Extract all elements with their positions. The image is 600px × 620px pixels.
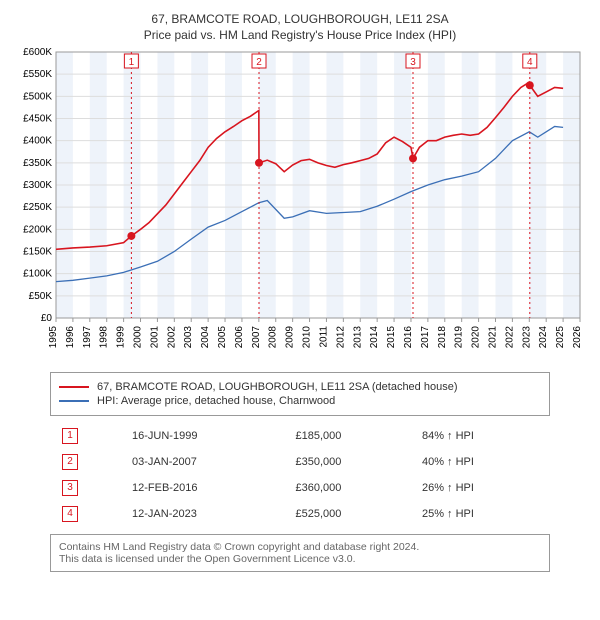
svg-text:2002: 2002	[166, 326, 177, 349]
svg-text:£50K: £50K	[29, 291, 53, 302]
svg-text:2020: 2020	[471, 326, 482, 349]
page-title-address: 67, BRAMCOTE ROAD, LOUGHBOROUGH, LE11 2S…	[10, 12, 590, 26]
sale-delta: 40% ↑ HPI	[412, 450, 548, 474]
svg-text:2014: 2014	[369, 326, 380, 349]
svg-text:2000: 2000	[133, 326, 144, 349]
sales-table: 1 16-JUN-1999£185,00084% ↑ HPI 2 03-JAN-200…	[50, 422, 550, 528]
svg-text:2016: 2016	[403, 326, 414, 349]
svg-text:£200K: £200K	[23, 224, 52, 235]
sale-date: 12-FEB-2016	[122, 476, 283, 500]
sale-price: £350,000	[285, 450, 410, 474]
svg-text:2008: 2008	[268, 326, 279, 349]
sale-delta: 25% ↑ HPI	[412, 502, 548, 526]
svg-text:2018: 2018	[437, 326, 448, 349]
svg-text:2007: 2007	[251, 326, 262, 349]
svg-text:2009: 2009	[285, 326, 296, 349]
sale-price: £185,000	[285, 424, 410, 448]
svg-text:1995: 1995	[48, 326, 59, 349]
legend-label: HPI: Average price, detached house, Char…	[97, 395, 335, 407]
svg-text:4: 4	[527, 57, 533, 68]
svg-text:2017: 2017	[420, 326, 431, 349]
sale-delta: 84% ↑ HPI	[412, 424, 548, 448]
svg-text:£500K: £500K	[23, 91, 52, 102]
footer-line-2: This data is licensed under the Open Gov…	[59, 553, 541, 565]
sale-date: 03-JAN-2007	[122, 450, 283, 474]
legend-item: HPI: Average price, detached house, Char…	[59, 395, 541, 407]
svg-text:2010: 2010	[302, 326, 313, 349]
svg-text:2005: 2005	[217, 326, 228, 349]
svg-text:£250K: £250K	[23, 202, 52, 213]
svg-text:£100K: £100K	[23, 269, 52, 280]
svg-text:2025: 2025	[555, 326, 566, 349]
svg-text:£300K: £300K	[23, 180, 52, 191]
sale-delta: 26% ↑ HPI	[412, 476, 548, 500]
svg-text:2015: 2015	[386, 326, 397, 349]
page-title-sub: Price paid vs. HM Land Registry's House …	[10, 28, 590, 42]
svg-text:1: 1	[129, 57, 135, 68]
sale-price: £360,000	[285, 476, 410, 500]
price-chart: £0 £50K £100K £150K £200K £250K £300K £350K £400…	[10, 44, 590, 364]
legend-label: 67, BRAMCOTE ROAD, LOUGHBOROUGH, LE11 2S…	[97, 381, 458, 393]
svg-text:2003: 2003	[183, 326, 194, 349]
table-row: 4 12-JAN-2023£525,00025% ↑ HPI	[52, 502, 548, 526]
svg-text:2024: 2024	[538, 326, 549, 349]
svg-text:2012: 2012	[335, 326, 346, 349]
svg-text:3: 3	[410, 57, 416, 68]
svg-text:2: 2	[256, 57, 262, 68]
svg-text:2023: 2023	[521, 326, 532, 349]
sale-price: £525,000	[285, 502, 410, 526]
sale-marker-icon: 3	[62, 480, 78, 496]
sale-marker-icon: 4	[62, 506, 78, 522]
table-row: 3 12-FEB-2016£360,00026% ↑ HPI	[52, 476, 548, 500]
table-row: 2 03-JAN-2007£350,00040% ↑ HPI	[52, 450, 548, 474]
svg-text:2013: 2013	[352, 326, 363, 349]
svg-text:2022: 2022	[504, 326, 515, 349]
svg-text:1997: 1997	[82, 326, 93, 349]
svg-text:2026: 2026	[572, 326, 583, 349]
svg-text:2011: 2011	[318, 326, 329, 348]
table-row: 1 16-JUN-1999£185,00084% ↑ HPI	[52, 424, 548, 448]
sale-date: 16-JUN-1999	[122, 424, 283, 448]
svg-text:£0: £0	[41, 313, 53, 324]
svg-text:2004: 2004	[200, 326, 211, 349]
svg-text:£150K: £150K	[23, 247, 52, 258]
footer-line-1: Contains HM Land Registry data © Crown c…	[59, 541, 541, 553]
sale-date: 12-JAN-2023	[122, 502, 283, 526]
svg-text:1999: 1999	[116, 326, 127, 349]
svg-text:2021: 2021	[487, 326, 498, 349]
svg-text:£400K: £400K	[23, 136, 52, 147]
svg-text:£450K: £450K	[23, 114, 52, 125]
sale-marker-icon: 1	[62, 428, 78, 444]
legend: 67, BRAMCOTE ROAD, LOUGHBOROUGH, LE11 2S…	[50, 372, 550, 416]
svg-text:£550K: £550K	[23, 69, 52, 80]
svg-text:2019: 2019	[454, 326, 465, 349]
attribution-footer: Contains HM Land Registry data © Crown c…	[50, 534, 550, 572]
legend-item: 67, BRAMCOTE ROAD, LOUGHBOROUGH, LE11 2S…	[59, 381, 541, 393]
sale-marker-icon: 2	[62, 454, 78, 470]
svg-text:2001: 2001	[149, 326, 160, 349]
legend-swatch	[59, 400, 89, 402]
svg-text:2006: 2006	[234, 326, 245, 349]
svg-text:£350K: £350K	[23, 158, 52, 169]
svg-text:£600K: £600K	[23, 47, 52, 58]
svg-text:1996: 1996	[65, 326, 76, 349]
legend-swatch	[59, 386, 89, 388]
svg-text:1998: 1998	[99, 326, 110, 349]
